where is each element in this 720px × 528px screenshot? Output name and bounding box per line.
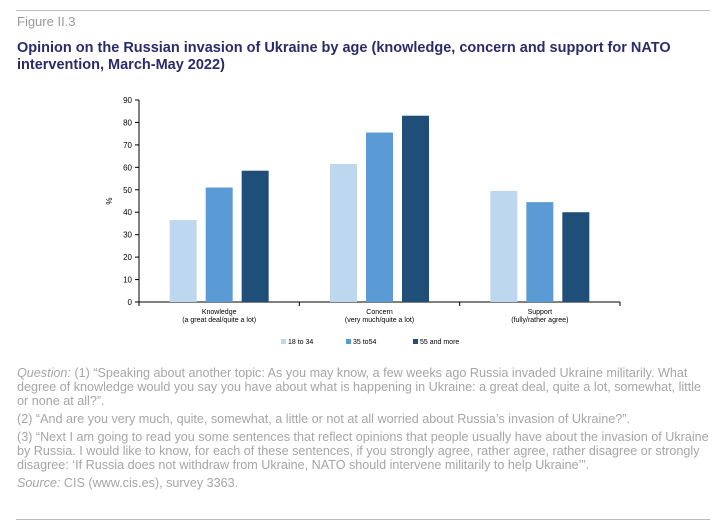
bar (366, 132, 393, 302)
x-category-sublabel: (fully/rather agree) (511, 317, 568, 324)
legend-swatch (346, 339, 351, 344)
chart-title: Opinion on the Russian invasion of Ukrai… (17, 40, 671, 73)
chart-legend: 18 to 34 35 to54 55 and more (281, 339, 459, 346)
x-axis-labels: Knowledge(a great deal/quite a lot) Conce… (182, 309, 568, 324)
y-axis-title: % (105, 197, 114, 204)
x-category-label: Knowledge (202, 309, 237, 316)
y-tick-label: 50 (123, 186, 132, 195)
x-category-label: Support (528, 309, 553, 316)
legend-label: 35 to54 (353, 339, 376, 346)
legend-swatch (281, 339, 286, 344)
x-category-sublabel: (a great deal/quite a lot) (182, 317, 256, 324)
bottom-rule (16, 519, 710, 520)
bar (562, 212, 590, 302)
chart-bars (169, 115, 590, 302)
top-rule (16, 10, 710, 11)
legend-swatch (413, 339, 418, 344)
bar-chart: 0 10 20 30 40 50 60 70 80 90% Knowledge(a great d… (105, 96, 621, 346)
bar (526, 202, 554, 302)
y-tick-label: 0 (128, 298, 133, 307)
y-tick-label: 20 (123, 253, 132, 262)
source-text: CIS (www.cis.es), survey 3363. (60, 476, 239, 490)
y-tick-label: 30 (123, 231, 132, 240)
y-tick-label: 90 (123, 96, 132, 105)
question-3-note: (3) “Next I am going to read you some se… (17, 430, 709, 472)
question-label: Question: (17, 366, 71, 380)
y-tick-label: 70 (123, 141, 132, 150)
x-category-sublabel: (very much/quite a lot) (345, 317, 414, 324)
y-tick-label: 60 (123, 163, 132, 172)
bar (490, 190, 518, 302)
source-note: Source: CIS (www.cis.es), survey 3363. (17, 476, 713, 490)
figure-notes: Question: (1) “Speaking about another to… (17, 366, 713, 494)
question-1-text: (1) “Speaking about another topic: As yo… (17, 366, 701, 408)
y-tick-label: 80 (123, 118, 132, 127)
x-category-label: Concern (366, 309, 393, 316)
legend-label: 55 and more (420, 339, 459, 346)
y-tick-label: 10 (123, 276, 132, 285)
bar (402, 115, 429, 302)
bar (241, 170, 269, 302)
figure-label: Figure II.3 (17, 14, 76, 29)
y-tick-label: 40 (123, 208, 132, 217)
bar (169, 220, 197, 302)
legend-label: 18 to 34 (288, 339, 313, 346)
bar (205, 187, 233, 302)
question-2-note: (2) “And are you very much, quite, somew… (17, 412, 630, 426)
question-1-note: Question: (1) “Speaking about another to… (17, 366, 713, 408)
bar (330, 163, 357, 302)
source-label: Source: (17, 476, 61, 490)
